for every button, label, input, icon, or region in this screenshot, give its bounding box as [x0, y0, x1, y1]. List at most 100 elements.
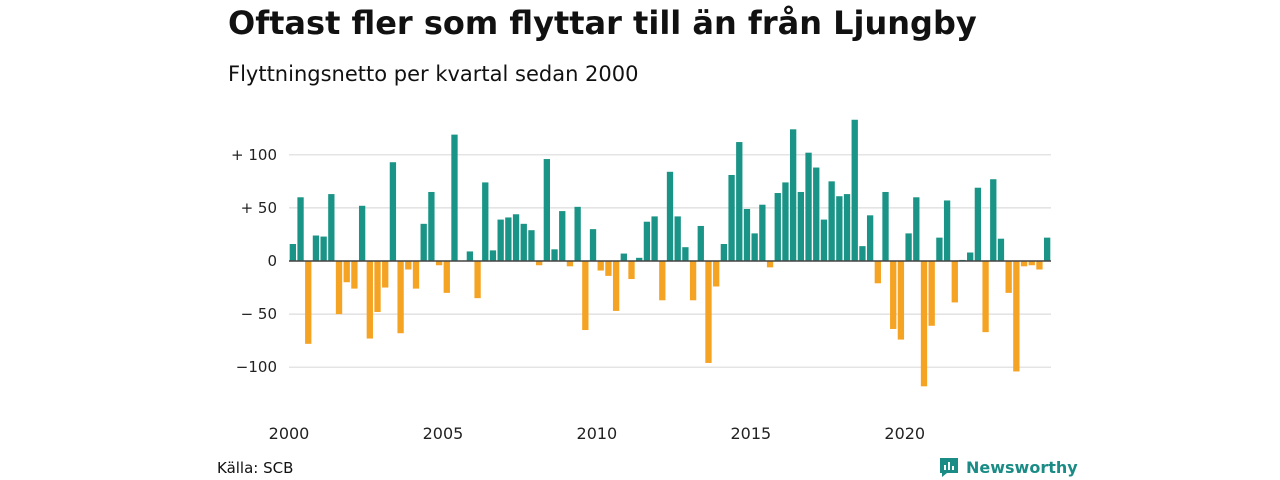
bar [435, 261, 443, 266]
bar [859, 246, 866, 261]
bar [997, 238, 1005, 261]
bar [982, 261, 989, 333]
bar [566, 261, 574, 267]
bar [297, 197, 304, 261]
bar [374, 261, 381, 312]
bar [659, 261, 666, 301]
bar [612, 261, 620, 311]
bar [628, 261, 635, 280]
bar [636, 257, 643, 261]
bar [420, 223, 427, 261]
bar [682, 247, 689, 261]
bar [335, 261, 343, 315]
bar [1005, 261, 1012, 293]
bar [528, 230, 535, 261]
bar [820, 219, 828, 261]
bar [851, 119, 858, 261]
bar [990, 179, 997, 261]
bar [890, 261, 897, 329]
bar [1020, 261, 1028, 267]
bar [974, 187, 982, 261]
chart-subtitle: Flyttningsnetto per kvartal sedan 2000 [228, 62, 639, 86]
bar [643, 221, 651, 261]
bar [751, 233, 758, 261]
bar [412, 261, 420, 289]
bar [736, 142, 743, 261]
bar [1036, 261, 1043, 270]
bar [597, 261, 604, 271]
y-tick-label: + 100 [231, 146, 277, 164]
bar [689, 261, 697, 301]
bar [358, 205, 366, 261]
bar [512, 214, 520, 261]
bar [836, 196, 843, 261]
bar [866, 215, 874, 261]
bar [805, 152, 812, 261]
bar [543, 159, 550, 261]
bars [289, 119, 1051, 387]
bar [759, 204, 766, 261]
bar [766, 261, 774, 268]
bar [666, 171, 674, 261]
bar [1013, 261, 1020, 372]
bar [928, 261, 935, 326]
y-tick-label: − 50 [241, 305, 277, 323]
bar [1028, 261, 1035, 266]
brand-name: Newsworthy [966, 457, 1078, 477]
bar [790, 129, 797, 261]
bar [305, 261, 312, 344]
bar [405, 261, 412, 270]
x-tick-label: 2010 [577, 424, 618, 443]
chart-title: Oftast fler som flyttar till än från Lju… [228, 4, 977, 42]
source-note: Källa: SCB [217, 459, 294, 477]
bar [651, 216, 658, 261]
bar [366, 261, 373, 339]
bar [351, 261, 358, 289]
bar [389, 162, 397, 261]
y-tick-label: −100 [236, 358, 277, 376]
bar [920, 261, 928, 387]
bar [774, 193, 781, 261]
bar [312, 235, 320, 261]
bar [520, 223, 527, 261]
y-tick-label: 0 [267, 252, 277, 270]
bar [328, 194, 335, 261]
bar [605, 261, 612, 276]
bar [936, 237, 943, 261]
bar [574, 206, 581, 261]
bar [697, 225, 704, 261]
bar [720, 244, 728, 261]
bar [320, 236, 327, 261]
bar [713, 261, 720, 287]
brand[interactable]: Newsworthy [938, 456, 1078, 478]
bar [705, 261, 712, 363]
bar [897, 261, 905, 340]
bar [828, 181, 835, 261]
bar [466, 251, 474, 261]
x-axis-labels: 2000 2005 2010 2015 2020 [269, 424, 925, 443]
bar [782, 182, 789, 261]
bar [728, 174, 735, 261]
bar [797, 191, 804, 261]
bar [536, 261, 543, 266]
bar [343, 261, 350, 283]
bar [551, 249, 558, 261]
bar [289, 244, 296, 261]
bar [905, 233, 912, 261]
bar [474, 261, 481, 299]
bar [874, 261, 881, 284]
x-tick-label: 2020 [884, 424, 925, 443]
bar [1044, 237, 1051, 261]
bar [382, 261, 389, 288]
bar [943, 200, 951, 261]
bar [397, 261, 404, 334]
y-axis-labels: + 100 + 50 0 − 50 −100 [231, 146, 277, 376]
bar [482, 182, 489, 261]
x-tick-label: 2015 [730, 424, 771, 443]
bar [951, 261, 958, 303]
bar [582, 261, 589, 331]
y-tick-label: + 50 [241, 199, 277, 217]
bar [589, 229, 597, 261]
x-tick-label: 2005 [423, 424, 464, 443]
